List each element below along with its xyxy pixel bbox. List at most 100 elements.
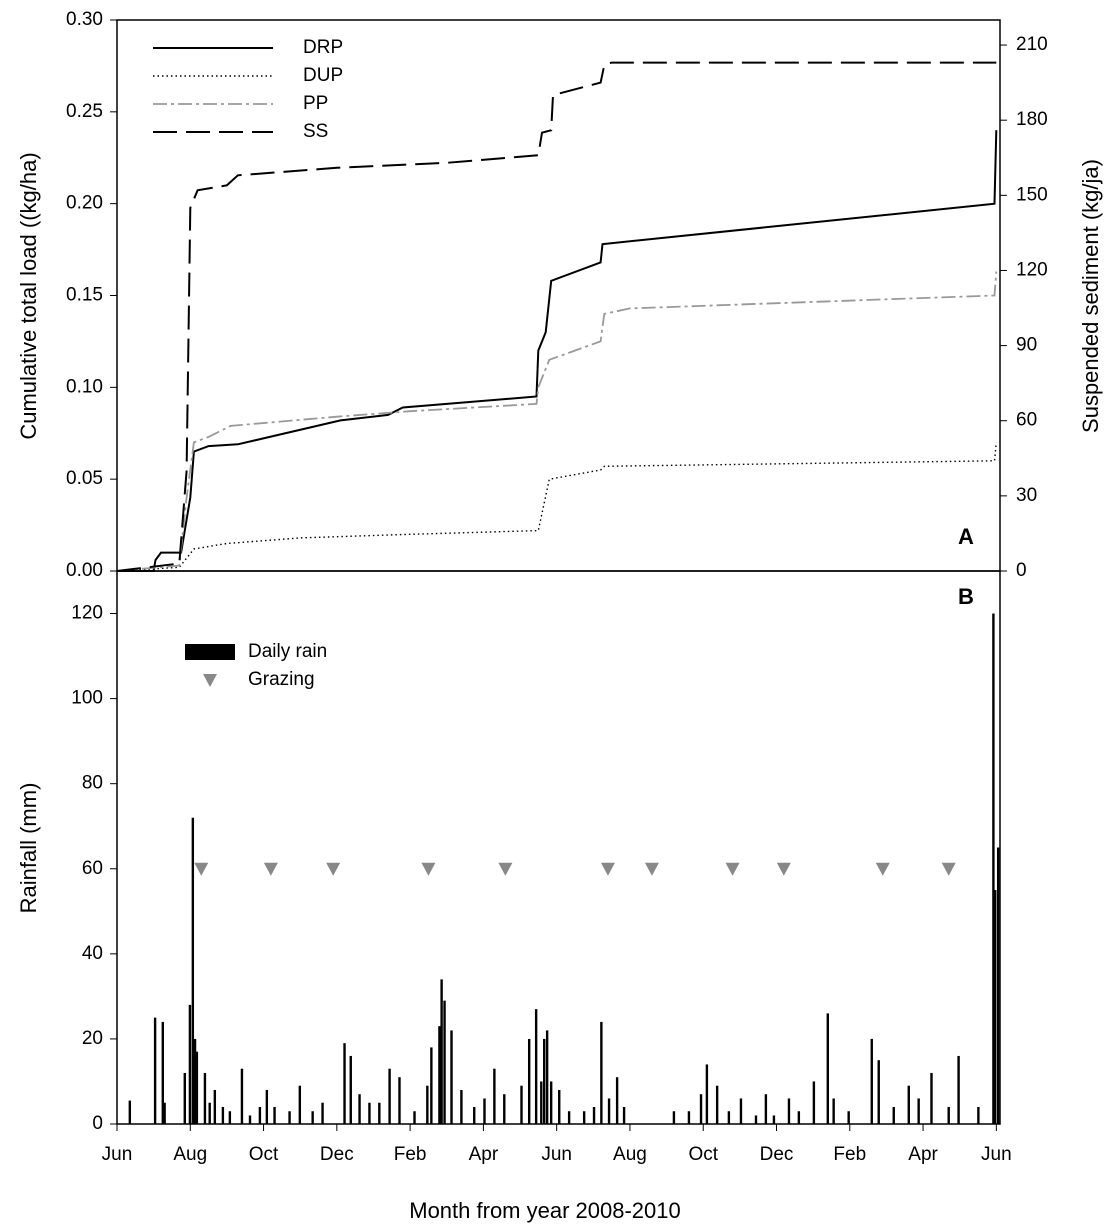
rain-bar [203,1072,207,1124]
grazing-marker [326,862,341,876]
rain-bar [473,1106,476,1124]
y-tick-label: 20 [82,1028,103,1049]
y-tick-label: 0.15 [66,285,103,306]
rain-bar [520,1085,523,1124]
rain-bar [772,1115,776,1124]
rain-bar [273,1106,276,1124]
rain-bar [877,1060,880,1124]
x-tick-label: Oct [688,1144,718,1165]
y-tick-label: 0.20 [66,193,103,214]
rain-bar [298,1085,302,1124]
x-tick-label: Jun [102,1144,133,1165]
rain-bar [440,979,443,1124]
rain-bar [543,1038,546,1124]
rain-bar [265,1089,269,1124]
rain-bar [907,1085,910,1124]
rain-bar [258,1106,262,1124]
rain-bar [567,1111,571,1124]
legend-label: SS [303,121,328,142]
y-tick-label: 0.10 [66,376,103,397]
rain-bar [540,1081,543,1124]
y-tick-label: 0.00 [66,560,103,581]
grazing-marker [421,862,436,876]
rain-bar [191,817,195,1124]
legend-label: PP [303,93,328,114]
rain-bar [378,1102,381,1124]
rain-bar [128,1100,132,1124]
rain-bar [826,1013,829,1124]
rain-bar [672,1111,676,1124]
rain-bar [343,1043,346,1124]
series-line [116,271,998,572]
x-tick-label: Feb [394,1144,427,1165]
rain-bar [311,1111,314,1124]
rain-bar [622,1106,626,1124]
rain-bar [321,1102,324,1124]
x-axis-label: Month from year 2008-2010 [409,1198,681,1223]
rain-bar [248,1115,252,1124]
plot-frame [116,19,1001,572]
rain-bar [957,1055,960,1124]
rain-bar [193,1038,197,1124]
rain-bar [221,1106,225,1124]
rain-bar [996,847,1000,1124]
grazing-marker [875,862,890,876]
rain-bar [240,1068,244,1124]
series-line [116,442,997,572]
rain-bar [545,1030,549,1124]
y2-tick-label: 120 [1016,259,1048,280]
rain-bar [994,890,997,1124]
y2-tick-label: 210 [1016,34,1048,55]
rain-bar [892,1106,895,1124]
rain-bar [413,1111,416,1124]
grazing-marker [194,862,209,876]
rain-bar [483,1098,486,1124]
rain-bar [188,1004,192,1124]
rain-bar [503,1094,506,1124]
x-tick-label: Aug [613,1144,647,1165]
x-tick-label: Apr [469,1144,499,1165]
rain-bar [388,1068,391,1124]
legend-swatch [203,674,217,687]
x-tick-label: Dec [320,1144,354,1165]
rain-bar [358,1094,361,1124]
rain-bar [398,1077,401,1124]
y-tick-label: 100 [71,688,103,709]
rain-bar [812,1081,816,1124]
rain-bar [754,1115,758,1124]
rain-bar [764,1094,768,1124]
y-tick-label: 0 [92,1113,103,1134]
y2-tick-label: 180 [1016,109,1048,130]
rain-bar [947,1106,950,1124]
rain-bar [558,1089,561,1124]
rain-bar [213,1089,217,1124]
rain-bar [687,1111,691,1124]
grazing-marker [941,862,956,876]
rain-bar [705,1064,709,1124]
rain-bar [460,1089,463,1124]
rain-bar [797,1111,801,1124]
rain-bar [208,1102,211,1124]
rain-bar [832,1098,835,1124]
y-tick-label: 80 [82,773,103,794]
x-tick-label: Aug [173,1144,207,1165]
rain-bar [443,1000,446,1124]
rain-bar [161,1021,164,1124]
rain-bar [195,1051,199,1124]
rain-bar [787,1098,791,1124]
x-tick-label: Apr [908,1144,938,1165]
y2-tick-label: 150 [1016,184,1048,205]
y2-tick-label: 90 [1016,335,1037,356]
legend-label: DUP [303,65,343,86]
y-tick-label: 0.05 [66,468,103,489]
grazing-marker [644,862,659,876]
y-tick-label: 40 [82,943,103,964]
rain-bar [917,1098,920,1124]
rain-bar [615,1077,619,1124]
legend-swatch [185,644,235,660]
y2-tick-label: 60 [1016,410,1037,431]
legend-label: Daily rain [248,641,327,662]
rain-bar [450,1030,453,1124]
rain-bar [153,1017,157,1124]
